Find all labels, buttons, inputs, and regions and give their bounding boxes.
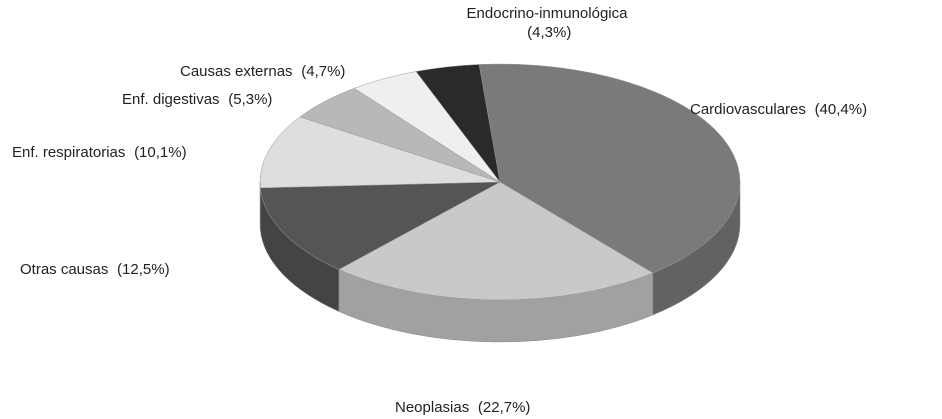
value-label: (12,5%) bbox=[117, 261, 170, 278]
category-label: Otras causas bbox=[20, 261, 109, 278]
slice-label: Endocrino-inmunológica (4,3%) bbox=[462, 4, 632, 42]
slice bbox=[259, 116, 501, 189]
slice bbox=[415, 64, 501, 183]
category-label: Neoplasias bbox=[395, 399, 470, 416]
category-label: Causas externas bbox=[180, 63, 293, 80]
slice-label: Enf. digestivas (5,3%) bbox=[122, 90, 272, 109]
value-label: (4,3%) bbox=[527, 24, 572, 41]
value-label: (10,1%) bbox=[134, 144, 187, 161]
slice-label: Neoplasias (22,7%) bbox=[395, 398, 530, 417]
category-label: Endocrino-inmunológica bbox=[466, 5, 628, 22]
value-label: (22,7%) bbox=[477, 399, 531, 416]
slice bbox=[260, 181, 501, 270]
value-label: (4,7%) bbox=[301, 63, 346, 80]
category-label: Enf. respiratorias bbox=[12, 144, 126, 161]
slice-label: Cardiovasculares (40,4%) bbox=[690, 100, 867, 119]
slice bbox=[338, 181, 654, 301]
value-label: (5,3%) bbox=[228, 91, 273, 108]
category-label: Cardiovasculares bbox=[690, 101, 806, 118]
slice-label: Causas externas (4,7%) bbox=[180, 62, 345, 81]
value-label: (40,4%) bbox=[814, 101, 868, 118]
slice-label: Otras causas (12,5%) bbox=[20, 260, 170, 279]
slice-label: Enf. respiratorias (10,1%) bbox=[12, 143, 187, 162]
slice bbox=[478, 63, 741, 274]
category-label: Enf. digestivas bbox=[122, 91, 220, 108]
